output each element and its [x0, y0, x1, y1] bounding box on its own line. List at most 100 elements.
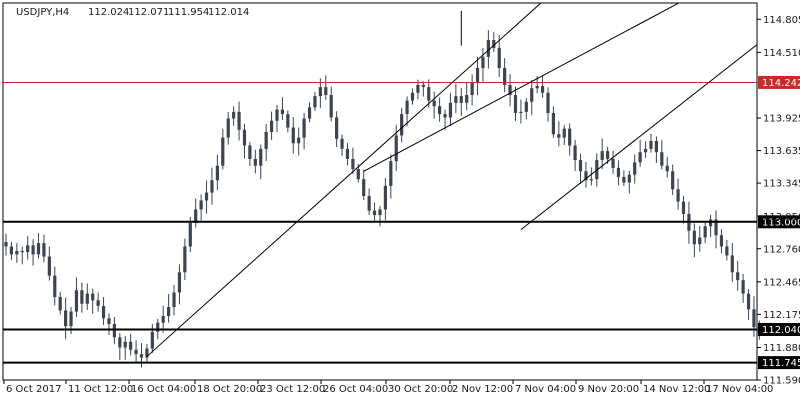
candle	[660, 140, 664, 170]
x-tick-label: 23 Oct 12:00	[260, 384, 325, 395]
candle-body	[275, 109, 279, 121]
candle-body	[150, 331, 154, 349]
candle	[36, 233, 41, 259]
candle	[578, 153, 583, 184]
candle	[253, 149, 257, 174]
candle	[730, 242, 734, 282]
candle-body	[177, 272, 182, 293]
candle-body	[367, 195, 371, 211]
candle	[269, 111, 274, 141]
candle	[432, 91, 436, 119]
candle-body	[253, 158, 257, 166]
candle	[671, 164, 675, 195]
candle	[725, 239, 729, 261]
candle-body	[725, 246, 729, 256]
candle-body	[139, 354, 144, 358]
candle-body	[665, 165, 669, 172]
candle	[134, 340, 138, 362]
candle	[714, 210, 718, 249]
candle	[226, 111, 230, 145]
candle	[719, 229, 724, 254]
candle-body	[383, 185, 387, 210]
candle-body	[210, 180, 214, 193]
candle-body	[123, 341, 127, 348]
x-tick-label: 2 Nov 12:00	[452, 384, 513, 395]
candle	[107, 313, 111, 336]
y-tick-label: 112.175	[763, 310, 800, 321]
level-price-badge	[758, 323, 800, 337]
candle	[421, 81, 425, 97]
candle	[264, 124, 268, 162]
candle-body	[389, 161, 393, 186]
candle-body	[671, 171, 675, 190]
y-tick-label: 111.880	[763, 343, 800, 354]
candle-body	[681, 201, 686, 214]
candle-body	[703, 226, 707, 238]
candle-body	[421, 84, 425, 88]
candle	[465, 82, 469, 111]
candle	[280, 97, 285, 121]
candle	[692, 223, 696, 258]
open-value: 112.024	[88, 7, 129, 18]
candle	[172, 284, 176, 316]
candle	[551, 106, 556, 138]
candle-body	[470, 82, 474, 96]
candle-body	[324, 87, 328, 96]
axes-layer	[2, 2, 758, 381]
candle	[741, 273, 745, 303]
candle	[752, 296, 756, 337]
candle-body	[649, 141, 653, 149]
candle-body	[356, 169, 360, 180]
candle-body	[20, 250, 24, 253]
symbol-label: USDJPY,H4	[16, 7, 69, 18]
candle-body	[237, 111, 241, 130]
candle	[616, 160, 621, 186]
candle	[101, 297, 106, 325]
candle-body	[351, 158, 355, 170]
candle	[145, 343, 149, 364]
candle-body	[540, 86, 545, 93]
candle-body	[616, 167, 621, 177]
level-price-label: 112.040	[762, 325, 800, 336]
candle	[150, 323, 154, 353]
y-tick-label: 113.635	[763, 146, 800, 157]
candle-body	[530, 88, 534, 102]
candle	[372, 202, 377, 223]
candle	[584, 161, 588, 188]
x-tick-label: 7 Nov 04:00	[515, 384, 576, 395]
candle-body	[481, 56, 485, 69]
candle	[307, 102, 312, 123]
candle	[351, 147, 355, 174]
candle-body	[9, 246, 14, 255]
candle	[123, 336, 127, 360]
candle	[367, 188, 371, 216]
candle-body	[497, 47, 501, 69]
candle-body	[719, 235, 724, 247]
candle	[58, 291, 62, 315]
y-tick-label: 114.805	[763, 15, 800, 26]
candle	[448, 92, 453, 126]
x-tick-label: 14 Nov 12:00	[643, 384, 710, 395]
candle-body	[53, 275, 57, 297]
candle	[335, 111, 339, 148]
candle-body	[280, 109, 285, 115]
candle-body	[448, 102, 453, 118]
x-tick-label: 11 Oct 12:00	[68, 384, 133, 395]
candle-body	[112, 323, 116, 338]
candle-body	[36, 243, 41, 255]
candle-body	[91, 293, 95, 301]
candle	[638, 139, 642, 167]
candle	[378, 206, 382, 227]
candle-body	[486, 40, 490, 57]
candle-body	[248, 145, 252, 159]
candle-body	[85, 293, 89, 304]
candle-body	[42, 243, 46, 257]
candle-body	[400, 114, 404, 136]
candle	[9, 241, 14, 261]
candle-body	[573, 145, 577, 161]
level-price-badge	[758, 356, 800, 370]
candle	[215, 154, 219, 191]
candle	[643, 141, 648, 158]
y-tick-label: 111.590	[763, 376, 800, 387]
